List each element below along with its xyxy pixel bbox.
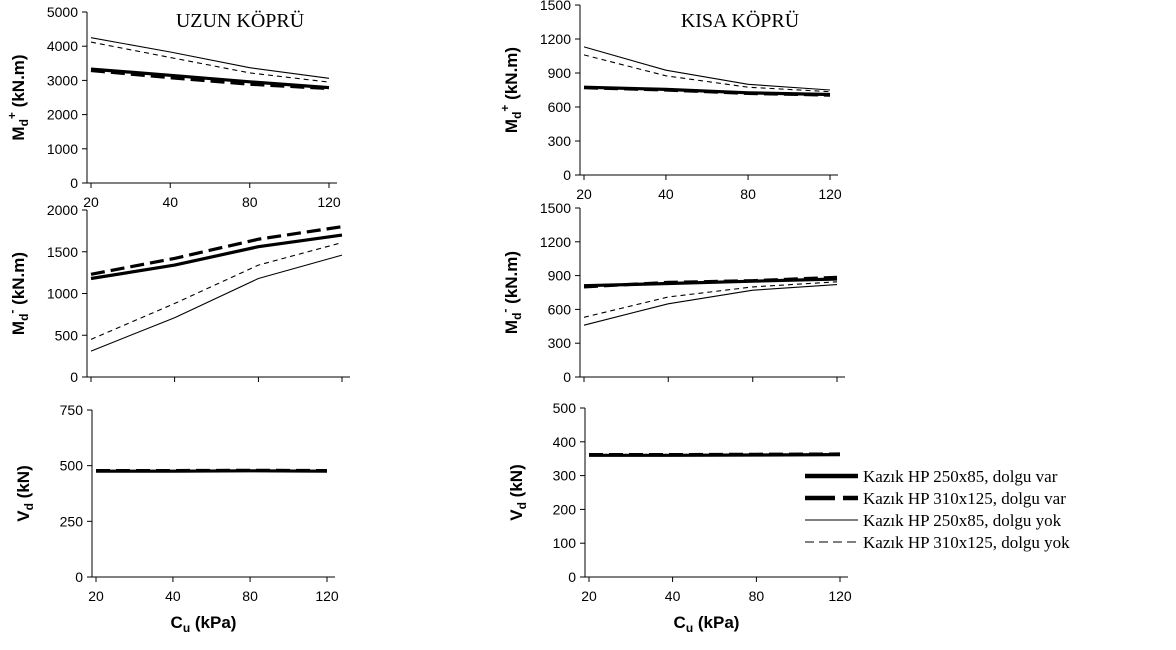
series-line-pile-310-fill: [90, 225, 343, 276]
legend: Kazık HP 250x85, dolgu var Kazık HP 310x1…: [805, 467, 1070, 552]
series-line-pile-250-fill: [90, 67, 330, 90]
y-tick-label: 2000: [47, 202, 78, 218]
y-axis-label: Vd (kN): [507, 464, 529, 520]
y-tick-label: 1000: [47, 286, 78, 302]
x-axis-label: Cu (kPa): [674, 613, 740, 635]
y-tick-label: 900: [548, 65, 572, 81]
x-tick-label: 120: [315, 588, 339, 604]
y-tick-label: 1000: [47, 141, 78, 157]
series-line-pile-250-nofill: [90, 37, 330, 79]
y-tick-label: 200: [553, 501, 577, 517]
y-tick-label: 600: [548, 301, 572, 317]
y-tick-label: 300: [548, 133, 572, 149]
series-line-pile-250-fill: [90, 233, 343, 281]
y-tick-label: 500: [55, 327, 79, 343]
y-tick-label: 0: [70, 175, 78, 191]
series-line-pile-250-nofill: [583, 284, 838, 326]
x-tick-label: 20: [576, 186, 592, 202]
x-tick-label: 40: [162, 194, 178, 210]
y-tick-label: 400: [553, 434, 577, 450]
y-tick-label: 1500: [540, 0, 571, 13]
chart-panel-4: 0 300 600 900 1200 1500 Md- (kN.m): [498, 200, 845, 385]
series-line-pile-310-nofill: [90, 242, 343, 340]
legend-label: Kazık HP 310x125, dolgu var: [863, 489, 1066, 508]
series-line-pile-310-nofill: [90, 41, 330, 83]
x-tick-label: 40: [665, 588, 681, 604]
legend-entry: Kazık HP 310x125, dolgu yok: [805, 533, 1070, 552]
y-tick-label: 0: [75, 569, 83, 585]
y-axis-label: Md- (kN.m): [5, 252, 31, 335]
legend-label: Kazık HP 250x85, dolgu var: [863, 467, 1058, 486]
x-tick-label: 120: [818, 186, 842, 202]
y-tick-label: 500: [553, 400, 577, 416]
legend-label: Kazık HP 250x85, dolgu yok: [863, 511, 1062, 530]
y-tick-label: 900: [548, 268, 572, 284]
y-tick-label: 1500: [540, 200, 571, 216]
x-tick-label: 40: [165, 588, 181, 604]
series-line-pile-250-nofill: [583, 46, 831, 91]
x-tick-label: 80: [740, 186, 756, 202]
y-tick-label: 300: [553, 468, 577, 484]
y-axis-label: Md- (kN.m): [498, 251, 524, 334]
y-tick-label: 0: [70, 369, 78, 385]
y-tick-label: 2000: [47, 107, 78, 123]
chart-title: UZUN KÖPRÜ: [176, 9, 305, 32]
y-tick-label: 0: [563, 369, 571, 385]
y-tick-label: 1500: [47, 244, 78, 260]
legend-label: Kazık HP 310x125, dolgu yok: [863, 533, 1070, 552]
x-tick-label: 120: [317, 194, 341, 210]
y-tick-label: 4000: [47, 38, 78, 54]
y-tick-label: 3000: [47, 72, 78, 88]
x-tick-label: 20: [581, 588, 597, 604]
chart-panel-6: 0 100 200 300 400 500 20 40 80 120 Vd (kN) Cu (kPa): [507, 400, 852, 635]
series-line-pile-310-fill: [589, 452, 841, 457]
y-tick-label: 750: [60, 402, 84, 418]
x-tick-label: 80: [242, 588, 258, 604]
legend-entry: Kazık HP 250x85, dolgu yok: [805, 511, 1062, 530]
chart-panel-3: 0 500 1000 1500 2000 Md- (kN.m): [5, 202, 350, 385]
y-tick-label: 100: [553, 535, 577, 551]
legend-entry: Kazık HP 310x125, dolgu var: [805, 489, 1066, 508]
x-tick-label: 20: [88, 588, 104, 604]
y-axis-label: Md+ (kN.m): [498, 47, 524, 133]
x-tick-label: 120: [828, 588, 852, 604]
chart-panel-5: 0 250 500 750 20 40 80 120 Vd (kN) Cu (kPa): [14, 402, 339, 635]
y-tick-label: 1200: [540, 234, 571, 250]
y-tick-label: 250: [60, 513, 84, 529]
y-axis-label: Vd (kN): [14, 465, 36, 521]
x-tick-label: 40: [658, 186, 674, 202]
y-tick-label: 0: [563, 167, 571, 183]
legend-entry: Kazık HP 250x85, dolgu var: [805, 467, 1058, 486]
x-axis-label: Cu (kPa): [171, 613, 237, 635]
series-line-pile-310-nofill: [583, 281, 838, 318]
y-tick-label: 5000: [47, 4, 78, 20]
series-line-pile-310-fill: [583, 275, 838, 289]
y-tick-label: 300: [548, 335, 572, 351]
series-line-pile-310-nofill: [583, 54, 831, 93]
y-tick-label: 600: [548, 99, 572, 115]
y-axis-label: Md+ (kN.m): [5, 54, 31, 140]
series-line-pile-250-nofill: [90, 254, 343, 352]
x-tick-label: 80: [242, 194, 258, 210]
chart-panel-1: 0 1000 2000 3000 4000 5000 20 40 80 120 UZUN KÖPRÜ…: [5, 4, 341, 210]
x-tick-label: 80: [749, 588, 765, 604]
y-tick-label: 0: [568, 569, 576, 585]
y-tick-label: 1200: [540, 31, 571, 47]
chart-title: KISA KÖPRÜ: [681, 9, 800, 32]
chart-panel-2: 0 300 600 900 1200 1500 20 40 80 120 KISA KÖPRÜ Md+…: [498, 0, 842, 202]
y-tick-label: 500: [60, 458, 84, 474]
x-tick-label: 20: [83, 194, 99, 210]
series-line-pile-310-fill: [583, 86, 831, 97]
